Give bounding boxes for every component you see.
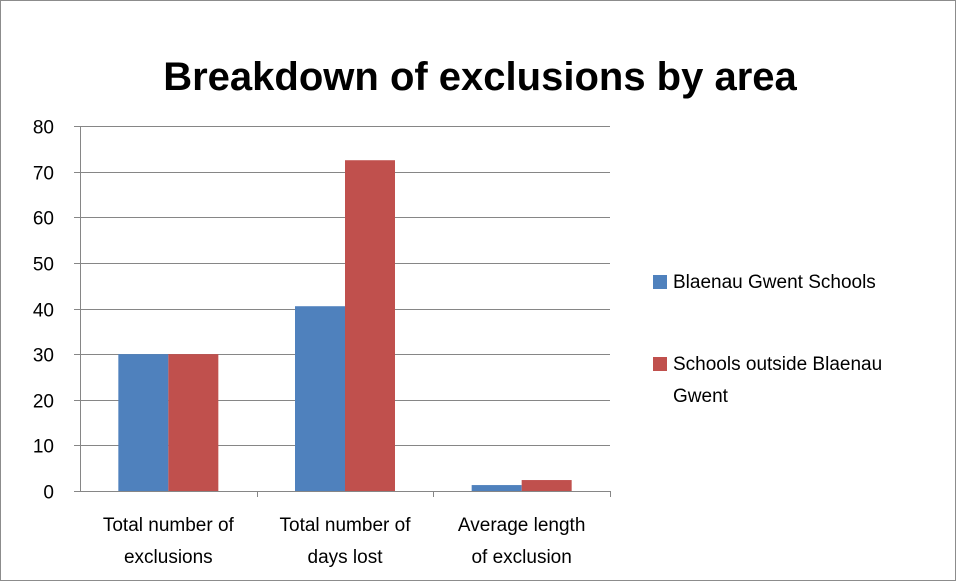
legend-label: Gwent bbox=[673, 386, 729, 407]
legend-label: Blaenau Gwent Schools bbox=[673, 272, 876, 293]
x-category-label: days lost bbox=[308, 547, 384, 568]
x-category-label: Total number of bbox=[280, 515, 412, 536]
bar-blaenau-gwent bbox=[471, 485, 522, 491]
y-tick-label: 40 bbox=[33, 301, 54, 322]
y-tick-label: 20 bbox=[33, 392, 54, 413]
y-tick-labels: 0 10 20 30 40 50 60 70 80 bbox=[33, 118, 54, 504]
bar-outside-blaenau-gwent bbox=[521, 480, 572, 491]
x-category-label: Total number of bbox=[103, 515, 235, 536]
x-category-label: Average length bbox=[458, 515, 585, 536]
bar-outside-blaenau-gwent bbox=[345, 160, 395, 491]
bar-outside-blaenau-gwent bbox=[168, 354, 219, 491]
bar-blaenau-gwent bbox=[295, 306, 345, 491]
y-tick-label: 80 bbox=[33, 118, 54, 139]
y-tick-label: 70 bbox=[33, 164, 54, 185]
y-tick-label: 50 bbox=[33, 255, 54, 276]
chart-title: Breakdown of exclusions by area bbox=[163, 55, 797, 99]
legend: Blaenau Gwent Schools Schools outside Bla… bbox=[653, 272, 882, 407]
x-category-labels: Total number of exclusions Total number of… bbox=[103, 515, 586, 568]
bars bbox=[118, 160, 572, 491]
x-category-label: of exclusion bbox=[471, 547, 571, 568]
y-tick-label: 60 bbox=[33, 209, 54, 230]
y-tick-label: 0 bbox=[43, 483, 54, 504]
legend-swatch bbox=[653, 357, 667, 371]
x-category-label: exclusions bbox=[124, 547, 213, 568]
y-tick-label: 10 bbox=[33, 437, 54, 458]
bar-blaenau-gwent bbox=[118, 354, 169, 491]
y-tick-label: 30 bbox=[33, 346, 54, 367]
legend-swatch bbox=[653, 275, 667, 289]
legend-label: Schools outside Blaenau bbox=[673, 354, 882, 375]
axes bbox=[74, 126, 611, 497]
